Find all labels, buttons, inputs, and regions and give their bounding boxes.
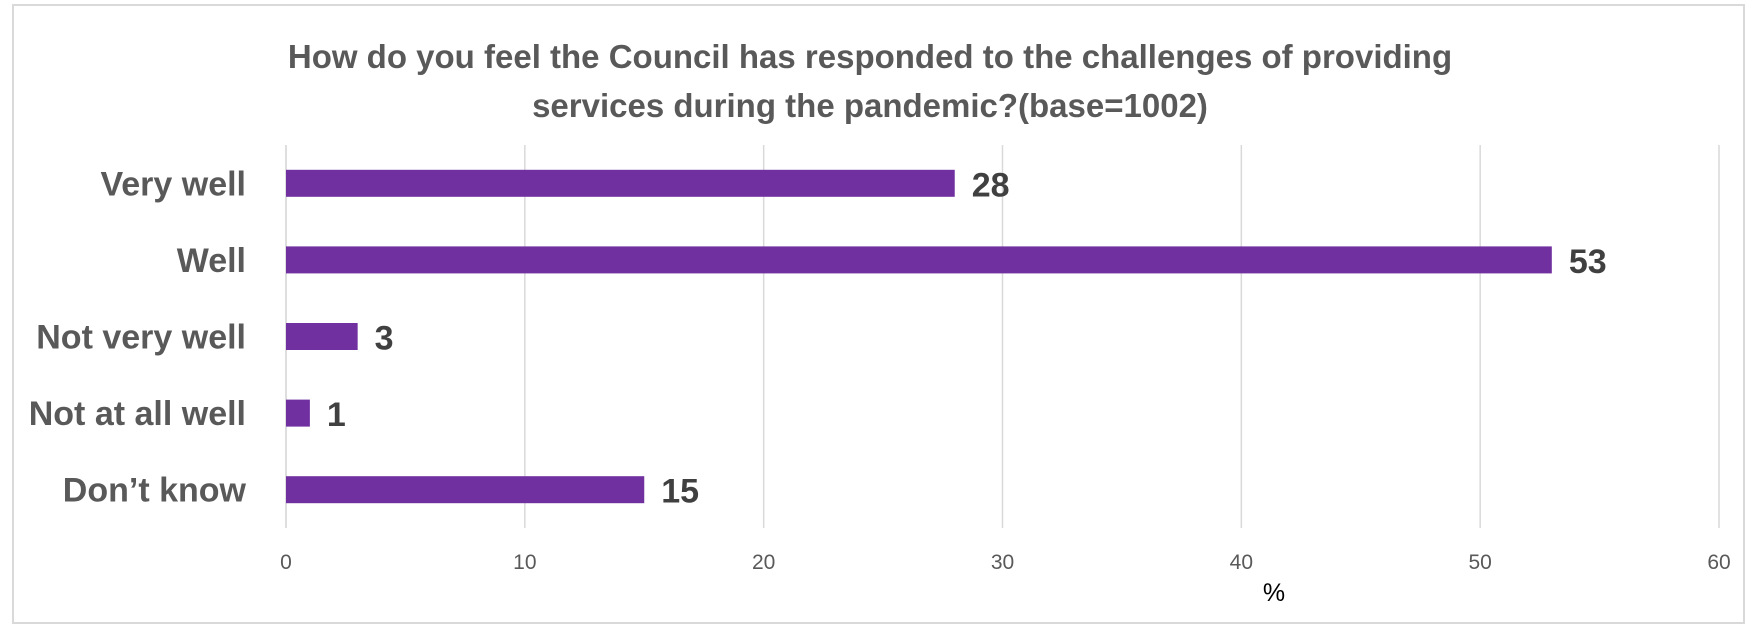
data-label: 1 (327, 396, 346, 434)
bars (286, 169, 1552, 504)
x-axis-title: % (1263, 579, 1285, 607)
category-label: Not very well (36, 319, 246, 357)
bar (286, 246, 1552, 274)
category-label: Well (177, 242, 246, 280)
bar (286, 323, 358, 350)
x-tick-label: 60 (1707, 551, 1730, 574)
x-tick-label: 10 (513, 551, 536, 574)
bar (286, 399, 310, 427)
value-labels: 28 53 31 15 (327, 166, 1607, 510)
chart-frame (12, 4, 1745, 624)
x-tick-label: 40 (1230, 551, 1253, 574)
chart-title: How do you feel the Council has responde… (288, 38, 1452, 124)
bar-chart: How do you feel the Council has responde… (29, 38, 1731, 607)
data-label: 3 (375, 320, 394, 358)
data-label: 15 (661, 473, 699, 511)
category-label: Not at all well (29, 395, 246, 433)
category-label: Very well (100, 165, 246, 203)
x-tick-label: 0 (280, 551, 292, 574)
category-label: Don’t know (63, 472, 247, 510)
x-axis-ticks: 0 10 20 30 40 50 60 (280, 551, 1731, 574)
data-label: 28 (972, 166, 1010, 204)
bar (286, 169, 955, 197)
bar (286, 476, 645, 504)
category-labels: Very well Well Not very well Not at all wel… (29, 165, 247, 509)
chart-title-line-2: services during the pandemic?(base=1002) (532, 87, 1208, 124)
x-tick-label: 50 (1468, 551, 1491, 574)
x-tick-label: 20 (752, 551, 775, 574)
chart-title-line-1: How do you feel the Council has responde… (288, 38, 1452, 75)
data-label: 53 (1569, 243, 1607, 281)
gridlines (285, 145, 1720, 528)
x-tick-label: 30 (991, 551, 1014, 574)
